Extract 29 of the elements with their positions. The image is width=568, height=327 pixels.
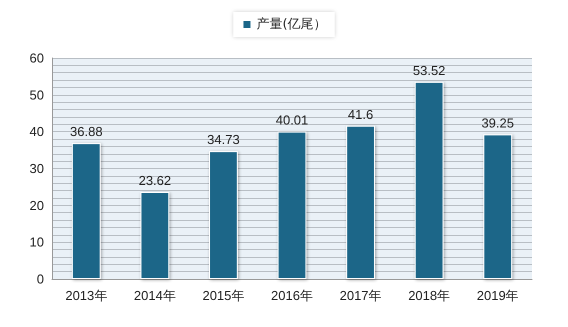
x-tick-label: 2019年	[476, 288, 519, 303]
data-label: 34.73	[207, 132, 240, 148]
data-label: 40.01	[276, 112, 308, 128]
data-label: 36.88	[70, 124, 103, 140]
data-label: 53.52	[412, 62, 446, 78]
bar	[483, 134, 512, 279]
y-tick-label: 0	[36, 272, 44, 286]
legend-label: 产量(亿尾）	[256, 17, 327, 32]
bar	[209, 151, 238, 279]
x-tick-label: 2017年	[340, 288, 382, 303]
y-tick-label: 20	[30, 198, 44, 213]
y-tick-label: 60	[30, 50, 44, 66]
x-tick-label: 2018年	[408, 288, 450, 303]
y-tick-label: 50	[30, 87, 44, 102]
y-tick-label: 10	[30, 234, 44, 250]
x-tick-label: 2015年	[202, 288, 244, 303]
bar	[346, 126, 375, 279]
data-label: 23.62	[138, 173, 172, 188]
bar	[278, 132, 306, 279]
y-tick-label: 40	[30, 124, 44, 140]
bar	[72, 143, 101, 279]
data-label: 41.6	[348, 106, 374, 122]
x-tick-label: 2014年	[134, 288, 176, 303]
y-tick-label: 30	[30, 161, 44, 176]
x-tick-label: 2013年	[65, 288, 108, 303]
x-tick-label: 2016年	[271, 288, 313, 303]
bar	[414, 82, 444, 279]
bar	[140, 192, 170, 279]
data-label: 39.25	[481, 115, 514, 130]
